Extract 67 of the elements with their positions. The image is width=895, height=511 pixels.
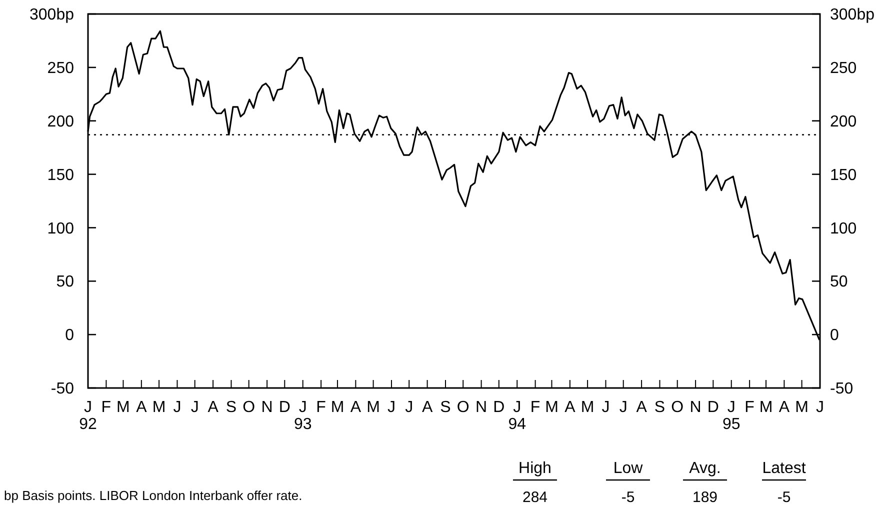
y2-tick-label: 250 bbox=[830, 60, 857, 78]
y-tick-label: 0 bbox=[65, 327, 74, 344]
y-tick-label: 50 bbox=[56, 274, 74, 291]
x-tick-label: A bbox=[422, 399, 433, 416]
x-tick-label: M bbox=[366, 399, 380, 416]
x-tick-label: N bbox=[476, 399, 488, 416]
y2-tick-label: 200 bbox=[830, 113, 857, 130]
x-tick-label: J bbox=[602, 399, 610, 416]
x-tick-label: J 92 bbox=[79, 399, 97, 433]
x-tick-label: J 93 bbox=[294, 399, 312, 433]
y-tick-label: 300bp bbox=[30, 6, 74, 24]
x-tick-label: N bbox=[261, 399, 273, 416]
y-tick-label: 250 bbox=[47, 60, 74, 78]
x-tick-label: J bbox=[619, 399, 628, 416]
y2-tick-label: -50 bbox=[830, 380, 854, 398]
x-tick-label: D bbox=[493, 399, 505, 416]
y-tick-label: 100 bbox=[47, 220, 74, 238]
y2-tick-label: 300bp bbox=[830, 6, 875, 24]
x-tick-label: J 94 bbox=[508, 399, 526, 433]
x-tick-label: D bbox=[707, 399, 719, 416]
x-tick-label: F bbox=[530, 399, 540, 416]
text: -5 bbox=[777, 489, 791, 506]
x-tick-label: J bbox=[387, 399, 396, 416]
y2-tick-label: 0 bbox=[830, 327, 839, 344]
text: Latest bbox=[762, 460, 806, 477]
x-tick-label: O bbox=[671, 399, 684, 416]
text: 284 bbox=[522, 489, 548, 506]
y2-tick-label: 50 bbox=[830, 274, 848, 291]
x-tick-label: F bbox=[744, 399, 755, 416]
x-tick-label: J bbox=[405, 399, 414, 416]
x-tick-label: N bbox=[690, 399, 702, 416]
x-tick-label: D bbox=[278, 399, 290, 416]
x-tick-label: F bbox=[101, 399, 112, 416]
text: 189 bbox=[692, 489, 718, 506]
x-tick-label: O bbox=[456, 399, 470, 416]
x-tick-label: S bbox=[654, 399, 666, 416]
text: -5 bbox=[621, 489, 635, 506]
text: bp Basis points. LIBOR London Interbank offer rate. bbox=[4, 488, 302, 503]
x-tick-label: M bbox=[580, 399, 594, 416]
y-tick-label: 150 bbox=[47, 166, 74, 184]
y-tick-label: 200 bbox=[47, 113, 74, 130]
x-tick-label: A bbox=[636, 399, 648, 416]
text: Avg. bbox=[689, 460, 721, 477]
x-tick-label: M bbox=[152, 399, 166, 416]
y2-tick-label: 100 bbox=[830, 220, 857, 238]
x-tick-label: A bbox=[208, 399, 219, 416]
x-tick-label: A bbox=[350, 399, 362, 416]
x-tick-label: J bbox=[190, 399, 199, 416]
x-tick-label: A bbox=[778, 399, 790, 416]
x-tick-label: A bbox=[564, 399, 576, 416]
y-tick-label: -50 bbox=[50, 380, 74, 398]
y2-tick-label: 150 bbox=[830, 166, 857, 184]
x-tick-label: S bbox=[440, 399, 451, 416]
text: Low bbox=[613, 460, 644, 477]
x-tick-label: J bbox=[173, 399, 182, 416]
x-tick-label: J 95 bbox=[722, 399, 740, 433]
x-tick-label: J bbox=[816, 399, 824, 416]
text: High bbox=[518, 460, 552, 477]
x-tick-label: M bbox=[330, 399, 344, 416]
x-tick-label: O bbox=[242, 399, 256, 416]
x-tick-label: M bbox=[795, 399, 808, 416]
x-tick-label: F bbox=[316, 399, 326, 416]
x-tick-label: M bbox=[545, 399, 558, 416]
x-tick-label: M bbox=[759, 399, 773, 416]
x-tick-label: M bbox=[116, 399, 130, 416]
x-tick-label: S bbox=[226, 399, 237, 416]
x-tick-label: A bbox=[136, 399, 148, 416]
